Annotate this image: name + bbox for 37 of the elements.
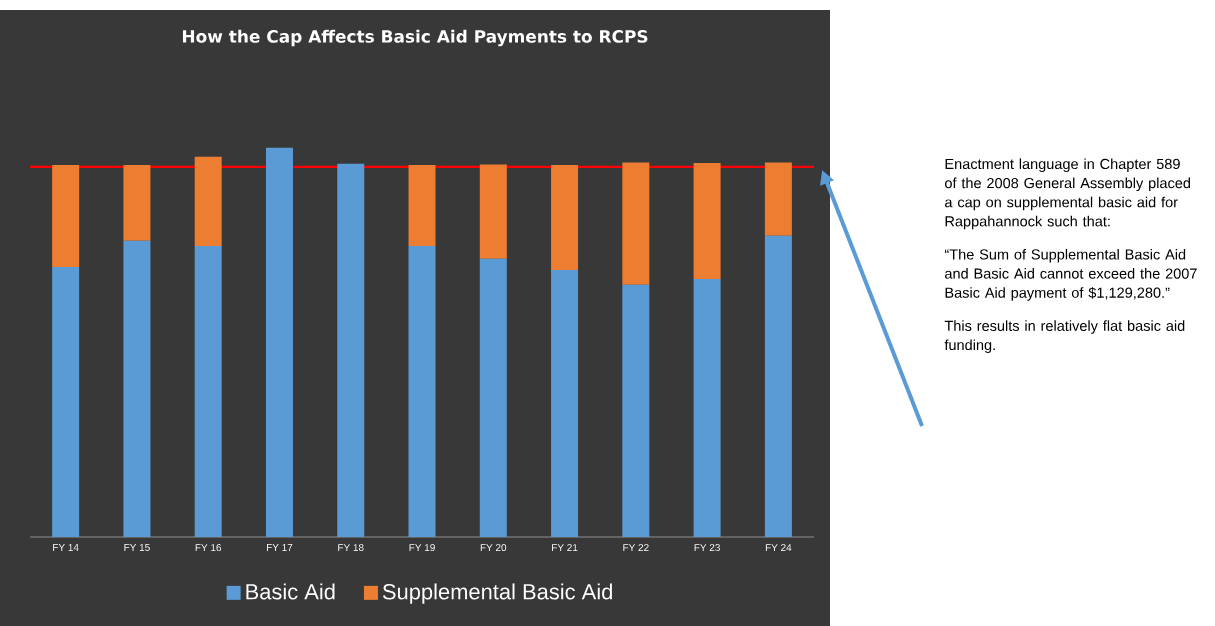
- bar: [693, 163, 721, 279]
- bar: [52, 266, 80, 537]
- bar: [479, 164, 507, 259]
- x-tick-label: FY 14: [53, 544, 79, 551]
- x-tick-label: FY 19: [409, 544, 435, 552]
- bar: [408, 245, 436, 537]
- text: Enactment language in Chapter 589 of the 2008 General Assembly placed a cap on supplemental basic aid for Rappahannock such that:: [945, 158, 1191, 230]
- x-tick-label: FY 24: [765, 544, 792, 551]
- bar: [764, 162, 792, 236]
- bar: [408, 164, 436, 246]
- x-tick-label: FY 18: [338, 544, 364, 552]
- chart-title: How the Cap Affects Basic Aid Payments to RCPS: [182, 29, 648, 47]
- x-tick-label: FY 22: [623, 544, 649, 551]
- bar: [551, 270, 579, 537]
- bar: [337, 163, 365, 537]
- x-tick-label: FY 23: [694, 544, 720, 552]
- text: “The Sum of Supplemental Basic Aid and Basic Aid cannot exceed the 2007 Basic Aid payment of $1,129,280.”: [944, 248, 1197, 301]
- x-tick-label: FY 21: [552, 544, 578, 551]
- bar: [194, 156, 222, 246]
- x-tick-label: FY 16: [195, 544, 222, 552]
- bar: [622, 162, 650, 285]
- x-tick-label: FY 17: [266, 544, 293, 551]
- bar: [551, 164, 579, 271]
- text: This results in relatively flat basic aid funding.: [944, 320, 1185, 353]
- bar: [194, 245, 222, 537]
- bar: [622, 284, 650, 537]
- bar: [123, 164, 151, 241]
- x-tick-label: FY 15: [124, 544, 150, 551]
- bar: [123, 240, 151, 537]
- legend-label: Basic Aid: [246, 583, 335, 600]
- bar: [764, 235, 792, 537]
- bar: [265, 147, 293, 537]
- bar: [693, 278, 721, 537]
- legend-label: Supplemental Basic Aid: [382, 583, 612, 604]
- x-tick-label: FY 20: [480, 544, 507, 552]
- bar: [479, 258, 507, 537]
- bar: [52, 164, 80, 267]
